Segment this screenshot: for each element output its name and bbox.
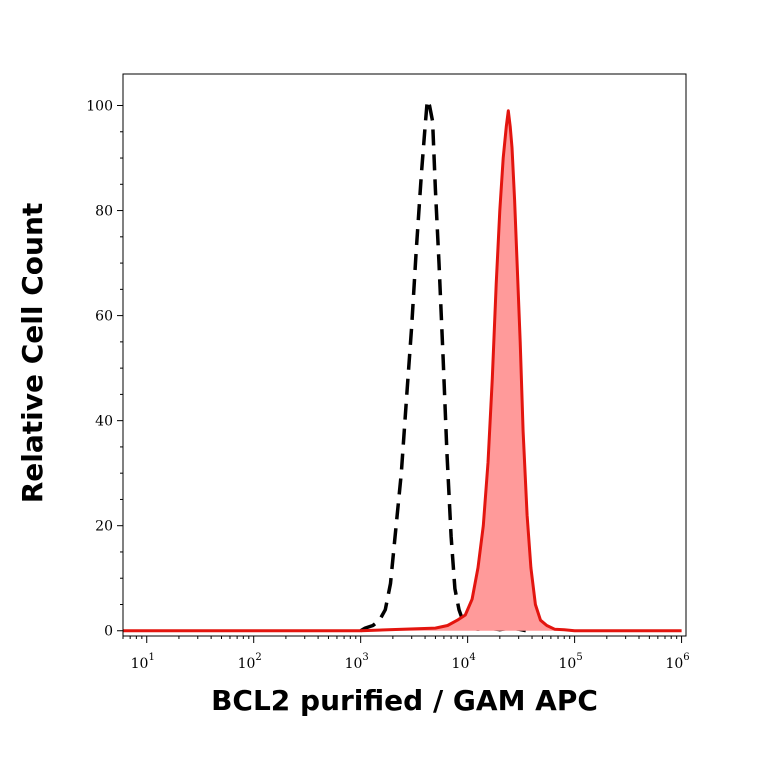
series-1-line (123, 109, 682, 633)
series-1-area (123, 110, 682, 631)
plot-frame (122, 73, 687, 637)
y-tick-label: 100 (86, 99, 113, 115)
y-tick-label: 20 (95, 519, 113, 535)
y-tick-label: 80 (95, 204, 113, 220)
x-tick-label: 102 (238, 652, 262, 672)
plot-area (123, 98, 682, 633)
y-tick-label: 60 (95, 309, 113, 325)
y-axis-title: Relative Cell Count (16, 203, 49, 504)
x-tick-label: 104 (452, 652, 476, 672)
x-tick-label: 105 (559, 652, 583, 672)
x-tick-label: 101 (131, 652, 155, 672)
x-tick-label: 103 (345, 652, 369, 672)
x-axis-title: BCL2 purified / GAM APC (211, 684, 598, 717)
y-tick-label: 0 (104, 624, 113, 640)
x-tick-label: 106 (665, 652, 689, 672)
axes: 0 20 40 60 80 100 101 102 103 104 105 106 (86, 99, 689, 672)
y-tick-label: 40 (95, 414, 113, 430)
